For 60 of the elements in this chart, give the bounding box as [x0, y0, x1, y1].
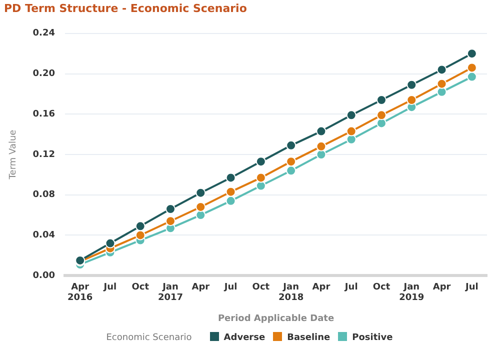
point	[135, 221, 146, 232]
point	[376, 118, 386, 128]
point	[166, 204, 176, 214]
point	[286, 156, 296, 167]
point	[406, 80, 417, 90]
chart-title: PD Term Structure - Economic Scenario	[4, 2, 247, 15]
point	[316, 141, 326, 152]
point	[406, 95, 417, 106]
y-tick-label: 0.04	[32, 230, 56, 241]
legend-label: Baseline	[286, 333, 330, 343]
x-axis-title: Period Applicable Date	[218, 314, 334, 324]
x-tick-label: Jul	[344, 282, 358, 292]
y-tick-label: 0.00	[32, 270, 56, 281]
point	[256, 180, 266, 191]
point	[346, 110, 356, 120]
point	[466, 48, 477, 59]
x-tick-label: Jan 2017	[158, 282, 184, 304]
point	[226, 196, 236, 206]
x-tick-label: Apr	[432, 282, 452, 292]
y-axis-title: Term Value	[8, 129, 19, 180]
x-tick-label: Oct	[252, 282, 270, 292]
point	[256, 156, 266, 167]
point	[196, 188, 206, 198]
x-tick-label: Apr 2016	[68, 282, 93, 304]
point	[196, 210, 206, 220]
x-tick-label: Apr	[192, 282, 210, 292]
point	[286, 140, 296, 150]
point	[135, 230, 146, 240]
x-tick-label: Oct	[132, 282, 150, 292]
y-tick-label: 0.08	[32, 190, 56, 200]
x-tick-label: Jul	[464, 282, 478, 292]
point	[436, 64, 447, 75]
point	[346, 126, 356, 136]
point	[316, 126, 326, 136]
y-tick-label: 0.24	[32, 28, 56, 39]
point	[376, 110, 386, 120]
point	[286, 166, 296, 176]
point	[436, 78, 447, 89]
point	[226, 186, 236, 197]
point	[226, 172, 236, 183]
x-tick-label: Apr	[312, 282, 331, 292]
y-tick-label: 0.16	[32, 109, 56, 120]
y-tick-label: 0.20	[32, 69, 56, 80]
point	[466, 62, 477, 73]
x-tick-label: Jan 2018	[278, 282, 304, 304]
legend-title: Economic Scenario	[106, 333, 192, 343]
legend-label: Positive	[351, 333, 393, 343]
legend-label: Adverse	[222, 333, 266, 343]
x-tick-label: Jan 2019	[399, 282, 424, 304]
x-tick-label: Jul	[223, 282, 238, 292]
y-tick-label: 0.12	[32, 150, 56, 160]
x-tick-label: Jul	[102, 282, 117, 292]
point	[316, 150, 326, 160]
point	[196, 202, 206, 212]
point	[105, 238, 116, 248]
point	[166, 216, 176, 226]
point	[256, 172, 266, 183]
point	[466, 72, 477, 82]
point	[376, 95, 386, 106]
x-tick-label: Oct	[372, 282, 391, 292]
